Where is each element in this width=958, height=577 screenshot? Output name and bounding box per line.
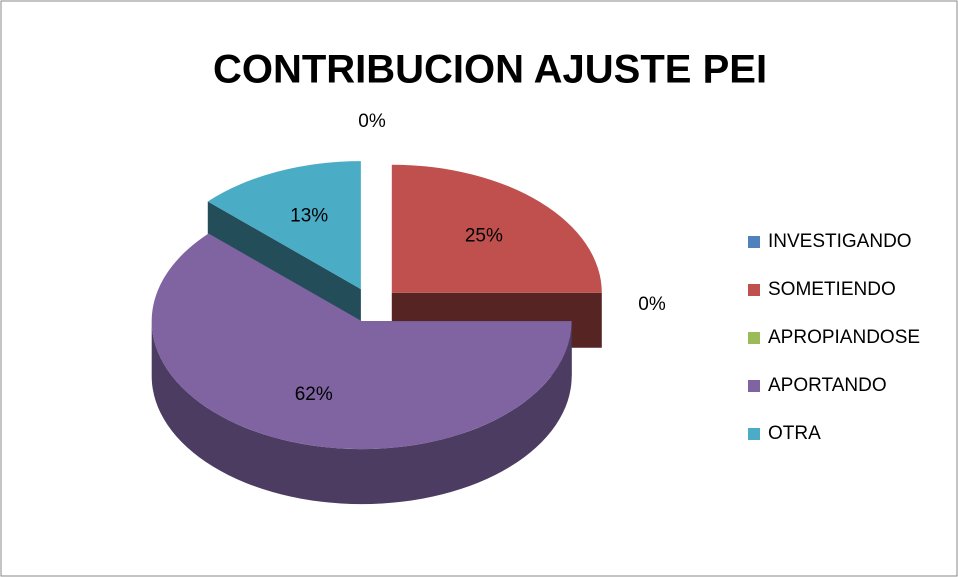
data-label: 0% — [638, 294, 666, 315]
data-label: 25% — [465, 226, 503, 247]
legend-swatch — [748, 332, 760, 344]
legend-swatch — [748, 284, 760, 296]
legend-label: OTRA — [768, 423, 821, 444]
legend-label: INVESTIGANDO — [768, 231, 912, 252]
legend-swatch — [748, 428, 760, 440]
slice — [151, 233, 572, 450]
data-label: 62% — [295, 384, 333, 405]
legend-swatch — [748, 380, 760, 392]
slice-side — [151, 321, 572, 505]
legend-label: SOMETIENDO — [768, 279, 896, 300]
slice-tops — [151, 161, 602, 450]
legend-swatch — [748, 236, 760, 248]
slice — [207, 161, 361, 290]
slice — [391, 164, 602, 293]
data-label: 13% — [290, 205, 328, 226]
legend-label: APORTANDO — [768, 375, 887, 396]
data-label: 0% — [358, 111, 386, 132]
legend-label: APROPIANDOSE — [768, 327, 920, 348]
chart-title: CONTRIBUCION AJUSTE PEI — [213, 48, 767, 92]
